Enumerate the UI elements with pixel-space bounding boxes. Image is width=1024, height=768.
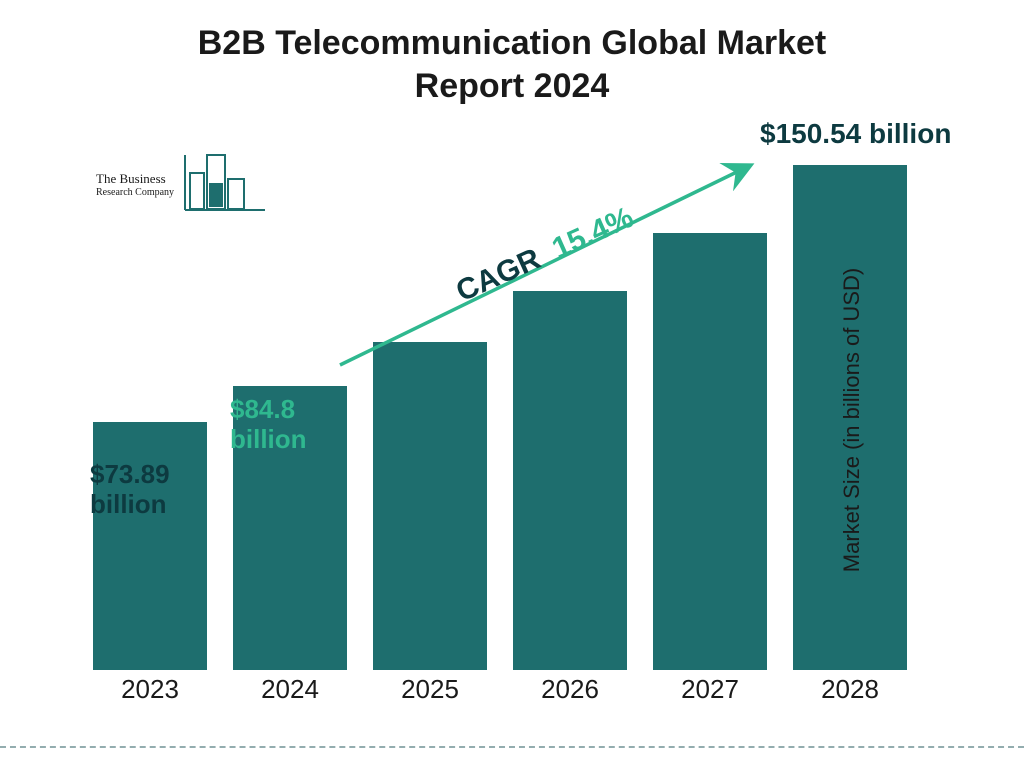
bar-2027 [653, 233, 768, 670]
bar-wrap-2025 [360, 150, 500, 670]
bar-wrap-2023 [80, 150, 220, 670]
bar-wrap-2027 [640, 150, 780, 670]
value-label-2024: $84.8 billion [230, 395, 307, 455]
x-label-2025: 2025 [360, 674, 500, 705]
y-axis-label: Market Size (in billions of USD) [839, 268, 865, 572]
bar-2026 [513, 291, 628, 670]
x-label-2027: 2027 [640, 674, 780, 705]
value-label-2028: $150.54 billion [760, 118, 951, 150]
x-label-2028: 2028 [780, 674, 920, 705]
x-label-2024: 2024 [220, 674, 360, 705]
bars-container [80, 150, 920, 670]
chart-title: B2B Telecommunication Global Market Repo… [0, 22, 1024, 107]
x-label-2026: 2026 [500, 674, 640, 705]
bar-wrap-2026 [500, 150, 640, 670]
x-label-2023: 2023 [80, 674, 220, 705]
x-axis-labels: 202320242025202620272028 [80, 674, 920, 705]
title-line-1: B2B Telecommunication Global Market [198, 24, 827, 62]
bar-chart [80, 150, 920, 670]
footer-divider [0, 746, 1024, 748]
value-label-2023: $73.89 billion [90, 460, 170, 520]
title-line-2: Report 2024 [415, 67, 610, 105]
bar-2025 [373, 342, 488, 670]
